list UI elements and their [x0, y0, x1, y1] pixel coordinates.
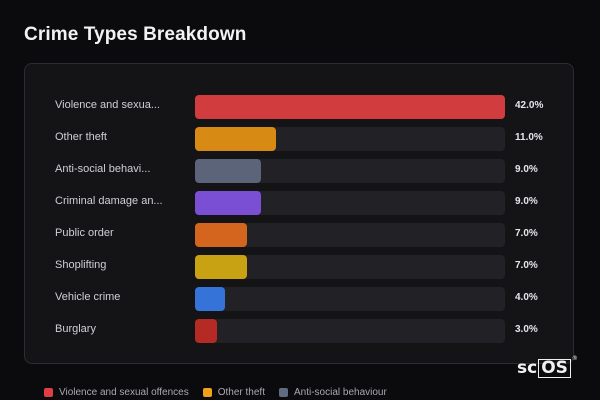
bar-row: Criminal damage an... 9.0%	[25, 191, 573, 215]
bar-row: Violence and sexua... 42.0%	[25, 95, 573, 119]
legend-swatch	[44, 388, 53, 397]
bar-value-label: 3.0%	[515, 324, 538, 335]
bar	[195, 191, 262, 215]
bar-track	[195, 127, 505, 151]
bar	[195, 223, 247, 247]
bar-value-label: 11.0%	[515, 132, 543, 143]
bar	[195, 319, 218, 343]
bar-category-label: Violence and sexua...	[55, 99, 160, 111]
bar	[195, 127, 277, 151]
bar-track	[195, 95, 505, 119]
bar-track	[195, 287, 505, 311]
scos-logo: sc OS ®	[517, 355, 578, 378]
bar-track	[195, 319, 505, 343]
legend-swatch	[278, 388, 288, 397]
logo-prefix: sc	[517, 358, 538, 378]
bar-track	[195, 223, 505, 247]
bar-value-label: 7.0%	[515, 260, 538, 271]
bar	[195, 255, 247, 279]
logo-mark: ®	[571, 355, 578, 362]
legend-label: Violence and sexual offences	[59, 387, 189, 398]
bar-value-label: 4.0%	[515, 292, 538, 303]
bar-category-label: Anti-social behavi...	[55, 163, 151, 175]
bar-row: Shoplifting 7.0%	[25, 255, 573, 279]
bar	[195, 95, 505, 119]
bar-category-label: Vehicle crime	[55, 291, 121, 303]
legend-item: Violence and sexual offences	[44, 387, 189, 398]
bar-row: Other theft 11.0%	[25, 127, 573, 151]
legend-label: Other theft	[217, 387, 265, 398]
logo-boxed: OS	[538, 358, 571, 378]
bar-row: Burglary 3.0%	[25, 319, 573, 343]
legend-label: Anti-social behaviour	[293, 387, 387, 398]
chart-card: Violence and sexua... 42.0% Other theft 11.…	[24, 63, 574, 364]
legend-item: Other theft	[202, 387, 265, 398]
bar-category-label: Burglary	[55, 323, 96, 335]
legend-swatch	[202, 388, 212, 397]
bar-track	[195, 191, 505, 215]
chart-legend: Violence and sexual offences Other theft A…	[44, 387, 387, 398]
legend-item: Anti-social behaviour	[278, 387, 387, 398]
bar-category-label: Shoplifting	[55, 259, 107, 271]
bar-value-label: 9.0%	[515, 196, 538, 207]
bar-category-label: Criminal damage an...	[55, 195, 163, 207]
bar-track	[195, 159, 505, 183]
bar-track	[195, 255, 505, 279]
bar-value-label: 9.0%	[515, 164, 538, 175]
bar	[195, 287, 225, 311]
bar-value-label: 42.0%	[515, 100, 544, 111]
bar	[195, 159, 262, 183]
bar-row: Vehicle crime 4.0%	[25, 287, 573, 311]
bar-category-label: Other theft	[55, 131, 107, 143]
bar-row: Public order 7.0%	[25, 223, 573, 247]
bar-category-label: Public order	[55, 227, 114, 239]
bar-value-label: 7.0%	[515, 228, 538, 239]
bar-row: Anti-social behavi... 9.0%	[25, 159, 573, 183]
chart-title: Crime Types Breakdown	[24, 24, 247, 45]
